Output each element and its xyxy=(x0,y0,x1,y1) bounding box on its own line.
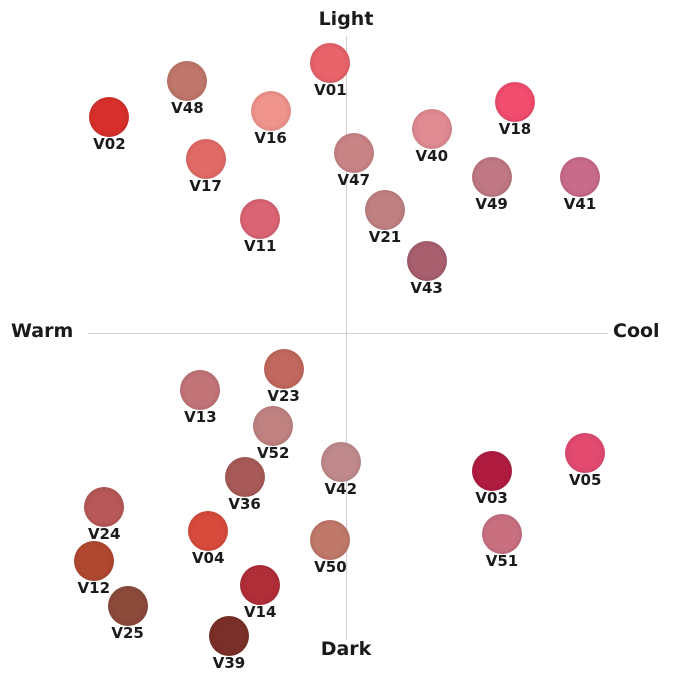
swatch-v47 xyxy=(333,133,374,173)
swatch-label: V14 xyxy=(243,603,277,621)
swatch-v41 xyxy=(560,157,600,197)
swatch-v03 xyxy=(471,451,512,491)
swatch-label: V16 xyxy=(254,129,287,147)
swatch-label: V23 xyxy=(267,387,300,405)
swatch-v36 xyxy=(224,457,265,497)
swatch-label: V04 xyxy=(191,549,225,567)
swatch-v18 xyxy=(495,82,535,122)
swatch-label: V43 xyxy=(410,279,443,297)
swatch-label: V02 xyxy=(93,135,126,153)
swatch-v43 xyxy=(406,241,447,281)
swatch-v04 xyxy=(188,511,229,551)
swatch-label: V12 xyxy=(77,579,111,597)
swatch-label: V52 xyxy=(256,444,290,462)
swatch-label: V39 xyxy=(212,654,246,672)
swatch-v12 xyxy=(73,541,114,581)
swatch-v25 xyxy=(107,586,148,626)
horizontal-axis-line xyxy=(88,333,608,334)
swatch-v50 xyxy=(310,520,351,560)
swatch-label: V36 xyxy=(228,495,261,513)
swatch-v01 xyxy=(310,43,351,83)
swatch-v11 xyxy=(240,199,281,239)
swatch-label: V41 xyxy=(563,195,597,213)
swatch-v02 xyxy=(89,97,130,137)
swatch-v14 xyxy=(240,565,281,605)
axis-label-light: Light xyxy=(318,8,374,30)
swatch-v49 xyxy=(471,157,512,197)
swatch-v21 xyxy=(365,190,405,230)
swatch-v42 xyxy=(320,442,361,482)
swatch-v51 xyxy=(482,514,522,554)
swatch-v52 xyxy=(253,406,294,446)
swatch-label: V17 xyxy=(189,177,222,195)
swatch-label: V21 xyxy=(368,228,402,246)
swatch-label: V25 xyxy=(111,624,144,642)
swatch-v05 xyxy=(565,433,606,473)
swatch-v23 xyxy=(263,349,304,389)
swatch-label: V13 xyxy=(184,408,217,426)
swatch-label: V40 xyxy=(415,147,449,165)
swatch-v16 xyxy=(250,91,291,131)
swatch-label: V51 xyxy=(485,552,519,570)
swatch-label: V03 xyxy=(475,489,508,507)
swatch-label: V11 xyxy=(243,237,277,255)
swatch-label: V50 xyxy=(314,558,347,576)
swatch-v24 xyxy=(84,487,125,527)
swatch-v39 xyxy=(209,616,249,656)
swatch-label: V24 xyxy=(87,525,121,543)
swatch-label: V48 xyxy=(171,99,204,117)
swatch-label: V05 xyxy=(568,471,602,489)
axis-label-dark: Dark xyxy=(320,638,372,660)
axis-label-cool: Cool xyxy=(613,320,660,342)
swatch-v48 xyxy=(167,61,208,101)
swatch-v40 xyxy=(411,109,452,149)
swatch-v13 xyxy=(180,370,221,410)
swatch-label: V42 xyxy=(324,480,358,498)
swatch-label: V47 xyxy=(337,171,371,189)
vertical-axis-line xyxy=(346,36,347,640)
swatch-label: V01 xyxy=(314,81,347,99)
swatch-label: V49 xyxy=(475,195,508,213)
swatch-label: V18 xyxy=(498,120,532,138)
axis-label-warm: Warm xyxy=(11,320,74,342)
swatch-v17 xyxy=(185,139,226,179)
